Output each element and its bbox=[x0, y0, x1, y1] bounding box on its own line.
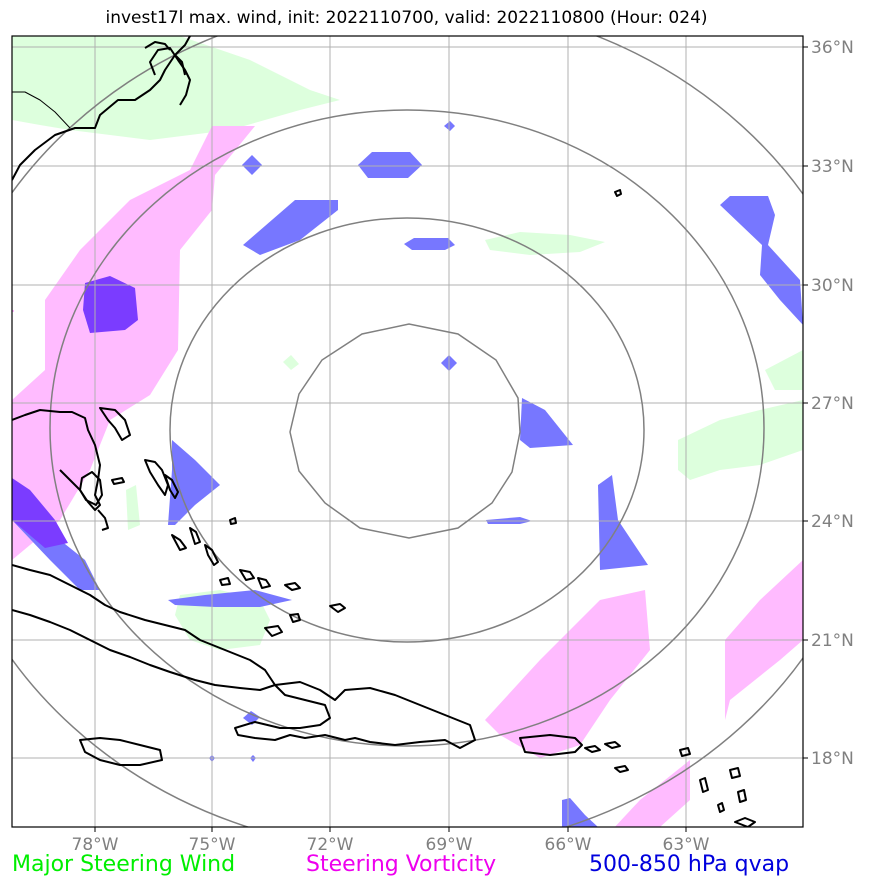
island-7 bbox=[737, 789, 747, 803]
lon-labels: 78°W 75°W 72°W 69°W 66°W 63°W bbox=[72, 835, 710, 855]
small-3 bbox=[219, 577, 231, 586]
delmarva bbox=[144, 41, 171, 51]
island-2 bbox=[604, 741, 621, 749]
long-island bbox=[204, 544, 219, 566]
lat-label: 33°N bbox=[811, 157, 854, 177]
island-9 bbox=[734, 817, 756, 827]
cat-island bbox=[189, 527, 201, 545]
qvap-dark-field bbox=[12, 276, 138, 548]
puerto-rico bbox=[519, 734, 583, 756]
island-5 bbox=[729, 767, 741, 779]
eleuthera bbox=[164, 474, 179, 499]
lat-label: 30°N bbox=[811, 276, 854, 296]
mayaguana bbox=[289, 613, 301, 623]
map-title: invest17l max. wind, init: 2022110700, v… bbox=[105, 8, 708, 28]
us-border bbox=[12, 91, 71, 129]
andros bbox=[79, 471, 103, 506]
florida-keys bbox=[97, 509, 109, 531]
lat-label: 21°N bbox=[811, 631, 854, 651]
abaco bbox=[144, 459, 169, 496]
small-2 bbox=[111, 477, 125, 485]
us-east-coast bbox=[12, 36, 191, 181]
lon-label: 75°W bbox=[189, 835, 236, 855]
chesapeake bbox=[149, 47, 191, 106]
cuba bbox=[12, 564, 276, 691]
lat-label: 27°N bbox=[811, 394, 854, 414]
lon-label: 63°W bbox=[663, 835, 710, 855]
grand-bahama bbox=[99, 407, 131, 441]
outer-banks bbox=[174, 54, 186, 76]
lat-label: 18°N bbox=[811, 749, 854, 769]
haiti bbox=[234, 681, 476, 749]
graticule bbox=[12, 36, 803, 827]
legend-wind: Major Steering Wind bbox=[12, 852, 236, 877]
legend-qvap: 500-850 hPa qvap bbox=[589, 852, 790, 877]
bermuda bbox=[614, 189, 622, 197]
crooked bbox=[239, 569, 255, 581]
lat-labels: 36°N 33°N 30°N 27°N 24°N 21°N 18°N bbox=[811, 38, 854, 769]
lon-label: 69°W bbox=[426, 835, 473, 855]
map-frame bbox=[11, 35, 804, 828]
ring-3 bbox=[49, 109, 765, 747]
island-3 bbox=[614, 765, 629, 773]
island-6 bbox=[699, 777, 709, 793]
lon-label: 72°W bbox=[307, 835, 354, 855]
legend-vorticity: Steering Vorticity bbox=[306, 852, 497, 877]
turks-2 bbox=[284, 582, 301, 591]
lon-label: 78°W bbox=[72, 835, 119, 855]
ring-2 bbox=[169, 217, 645, 643]
ring-inner bbox=[289, 323, 521, 539]
jamaica bbox=[79, 737, 163, 766]
island-4 bbox=[679, 747, 691, 757]
acklins bbox=[257, 577, 271, 589]
lat-label: 24°N bbox=[811, 512, 854, 532]
turks-1 bbox=[329, 603, 346, 613]
exuma bbox=[171, 534, 187, 551]
distance-rings bbox=[12, 36, 803, 827]
tick-marks bbox=[94, 46, 808, 832]
vorticity-field bbox=[12, 126, 803, 827]
lat-label: 36°N bbox=[811, 38, 854, 58]
coastlines bbox=[12, 36, 756, 827]
island-8 bbox=[717, 802, 725, 813]
lon-label: 66°W bbox=[545, 835, 592, 855]
inagua bbox=[264, 625, 283, 637]
island-1 bbox=[584, 745, 601, 753]
small-1 bbox=[229, 517, 237, 525]
